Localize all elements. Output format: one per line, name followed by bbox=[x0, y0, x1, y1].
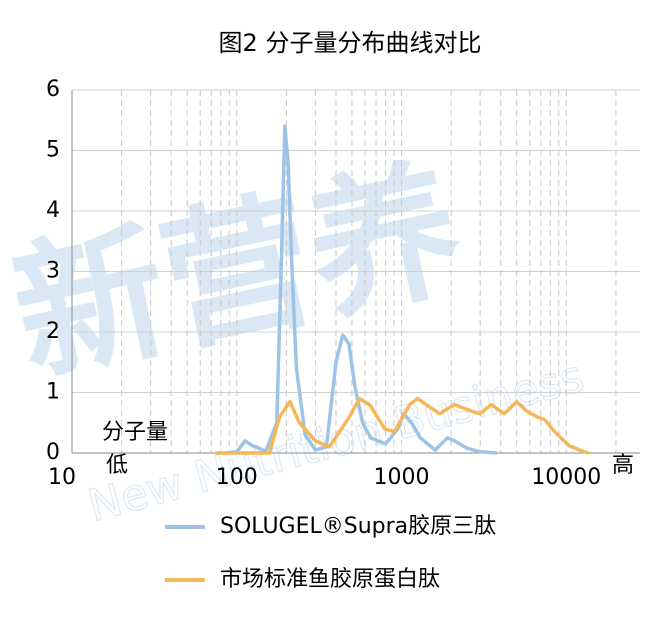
x-tick-label: 10 bbox=[48, 465, 76, 490]
chart-title: 图2 分子量分布曲线对比 bbox=[219, 29, 482, 57]
y-tick-label: 4 bbox=[46, 198, 60, 223]
x-tick-label: 100 bbox=[216, 465, 258, 490]
x-tick-label: 1000 bbox=[374, 465, 430, 490]
x-tick-label: 10000 bbox=[531, 465, 601, 490]
y-tick-label: 2 bbox=[46, 319, 60, 344]
y-tick-label: 3 bbox=[46, 259, 60, 284]
watermark-cn: 新营养 bbox=[0, 142, 476, 406]
legend-label: SOLUGEL®Supra胶原三肽 bbox=[220, 514, 496, 539]
low-label: 低 bbox=[106, 453, 128, 478]
axis-note: 分子量 bbox=[102, 420, 168, 445]
series-line bbox=[215, 396, 590, 455]
y-tick-label: 0 bbox=[46, 440, 60, 465]
legend-label: 市场标准鱼胶原蛋白肽 bbox=[220, 567, 440, 592]
y-tick-label: 5 bbox=[46, 138, 60, 163]
high-label: 高 bbox=[612, 453, 634, 478]
y-tick-label: 6 bbox=[46, 77, 60, 102]
y-tick-label: 1 bbox=[46, 380, 60, 405]
